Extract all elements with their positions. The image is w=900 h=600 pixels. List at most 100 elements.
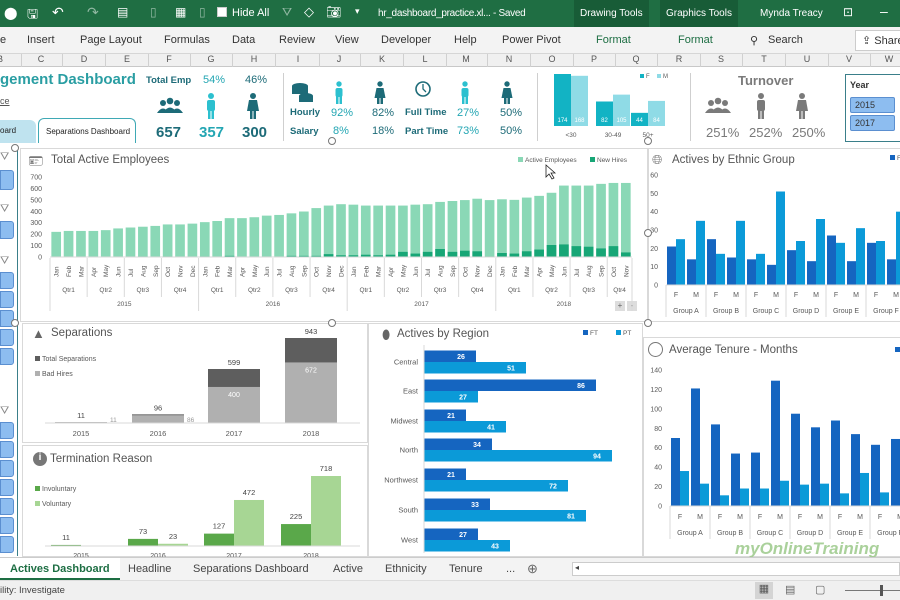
slicer-button[interactable] [0, 221, 14, 239]
tab-help[interactable]: Help [454, 34, 477, 46]
year-slicer-item-2017[interactable]: 2017 [850, 115, 895, 131]
tab-format-drawing[interactable]: Format [596, 34, 631, 46]
slicer-button[interactable] [0, 272, 14, 289]
column-header-F[interactable]: F [166, 54, 172, 64]
tab-formulas[interactable]: Formulas [164, 34, 210, 46]
column-header-W[interactable]: W [884, 54, 894, 64]
ribbon-display-icon[interactable]: ⊡ [843, 5, 854, 19]
page-layout-view-icon[interactable]: ▤ [785, 584, 796, 596]
selection-handle[interactable] [644, 319, 652, 327]
calculator-icon[interactable]: ▦ [175, 5, 187, 19]
camera-icon[interactable]: 📷︎ [326, 5, 342, 19]
column-header-Q[interactable]: Q [632, 54, 640, 64]
slicer-button[interactable] [0, 170, 14, 190]
clear-filter-icon[interactable]: ⛛ [0, 255, 10, 267]
column-header-I[interactable]: I [296, 54, 300, 64]
page-break-view-icon[interactable]: ▢ [815, 584, 826, 596]
tab-format-graphics[interactable]: Format [678, 34, 713, 46]
column-header-D[interactable]: D [80, 54, 88, 64]
search-icon[interactable]: ⚲ [750, 35, 759, 47]
sheet-tab-separations-dashboard[interactable]: Separations Dashboard [193, 563, 309, 575]
tab-developer[interactable]: Developer [381, 34, 432, 46]
slicer-button[interactable] [0, 498, 14, 515]
slicer-button[interactable] [0, 310, 14, 327]
horizontal-scrollbar[interactable]: ◂ [572, 562, 900, 576]
column-header-C[interactable]: C [37, 54, 45, 64]
copy-icon[interactable]: ▯ [150, 5, 157, 19]
tab-view[interactable]: View [335, 34, 359, 46]
chart-average-tenure[interactable]: Average Tenure - Months [643, 337, 900, 557]
user-name[interactable]: Mynda Treacy [760, 8, 823, 19]
slicer-button[interactable] [0, 536, 14, 553]
slicer-button[interactable] [0, 291, 14, 308]
sheet-tab-ethnicity[interactable]: Ethnicity [385, 563, 427, 575]
sheet-tab-actives-dashboard[interactable]: Actives Dashboard [0, 558, 120, 580]
column-header-G[interactable]: G [207, 54, 215, 64]
column-header-M[interactable]: M [462, 54, 470, 64]
add-sheet-icon[interactable]: ⊕ [527, 561, 538, 576]
expand-button[interactable]: + [615, 301, 625, 311]
sheet-tab-headline[interactable]: Headline [128, 563, 172, 575]
tab-file[interactable]: e [0, 34, 7, 46]
redo-icon[interactable]: ↷ [87, 4, 99, 20]
share-button[interactable]: ⇪ Share [855, 30, 900, 51]
file-name[interactable]: hr_dashboard_practice.xl... - Saved [378, 8, 526, 19]
clear-filter-icon[interactable]: ⛛ [282, 5, 293, 19]
column-header-H[interactable]: H [250, 54, 258, 64]
sheet-tab-active[interactable]: Active [333, 563, 363, 575]
column-header-E[interactable]: E [123, 54, 130, 64]
hide-all-checkbox[interactable] [217, 7, 227, 17]
customize-qat-icon[interactable]: ▾ [355, 6, 360, 16]
header-link[interactable]: ce [0, 96, 10, 106]
selection-handle[interactable] [644, 229, 652, 237]
chart-termination-reason[interactable]: i Termination Reason [22, 445, 368, 557]
column-header-N[interactable]: N [505, 54, 513, 64]
selection-handle[interactable] [328, 137, 336, 145]
form-icon[interactable]: ▯ [199, 5, 206, 19]
chart-actives-by-region[interactable]: ⬮ Actives by Region [368, 323, 643, 557]
zoom-slider-thumb[interactable] [880, 585, 883, 596]
nav-tab-actives-dashboard[interactable]: oard [0, 120, 36, 143]
clear-filter-icon[interactable]: ⛛ [0, 405, 10, 417]
sheet-tab-tenure[interactable]: Tenure [449, 563, 483, 575]
minimize-icon[interactable]: – [880, 3, 888, 19]
chart-actives-by-ethnic-group[interactable]: 🌐︎ Actives by Ethnic Group [648, 148, 900, 322]
column-header-R[interactable]: R [675, 54, 683, 64]
column-header-O[interactable]: O [548, 54, 556, 64]
column-header-K[interactable]: K [378, 54, 385, 64]
tab-page-layout[interactable]: Page Layout [80, 34, 142, 46]
slicer-button[interactable] [0, 348, 14, 365]
nav-tab-separations-dashboard[interactable]: Separations Dashboard [38, 118, 136, 143]
clear-filter-icon[interactable]: ⛛ [0, 203, 10, 215]
clear-filter-icon[interactable]: ⛛ [0, 151, 10, 163]
column-header-U[interactable]: U [803, 54, 811, 64]
column-header-L[interactable]: L [422, 54, 428, 64]
column-header-P[interactable]: P [590, 54, 597, 64]
autosave-toggle-icon[interactable]: ⬤ [4, 6, 18, 20]
column-header-V[interactable]: V [845, 54, 852, 64]
column-header-T[interactable]: T [761, 54, 767, 64]
selection-handle[interactable] [11, 144, 19, 152]
accessibility-status[interactable]: ility: Investigate [0, 585, 65, 596]
tab-power-pivot[interactable]: Power Pivot [502, 34, 561, 46]
column-header-S[interactable]: S [717, 54, 724, 64]
eraser-icon[interactable]: ◇ [304, 4, 314, 19]
search-box[interactable]: Search [768, 34, 803, 46]
more-sheets-button[interactable]: ... [506, 563, 516, 575]
year-slicer-item-2015[interactable]: 2015 [850, 97, 895, 113]
slicer-button[interactable] [0, 441, 14, 458]
column-header-B[interactable]: B [0, 54, 10, 64]
slicer-button[interactable] [0, 479, 14, 496]
slicer-button[interactable] [0, 517, 14, 534]
selection-handle[interactable] [644, 137, 652, 145]
slicer-button[interactable] [0, 422, 14, 439]
zoom-slider[interactable] [845, 590, 900, 591]
column-header-J[interactable]: J [336, 54, 342, 64]
slicer-button[interactable] [0, 460, 14, 477]
selection-handle[interactable] [11, 319, 19, 327]
undo-icon[interactable]: ↶ [52, 4, 64, 20]
chart-separations[interactable]: ▲ Separations [22, 323, 368, 443]
tab-review[interactable]: Review [279, 34, 316, 46]
tab-insert[interactable]: Insert [27, 34, 55, 46]
selection-handle[interactable] [328, 319, 336, 327]
